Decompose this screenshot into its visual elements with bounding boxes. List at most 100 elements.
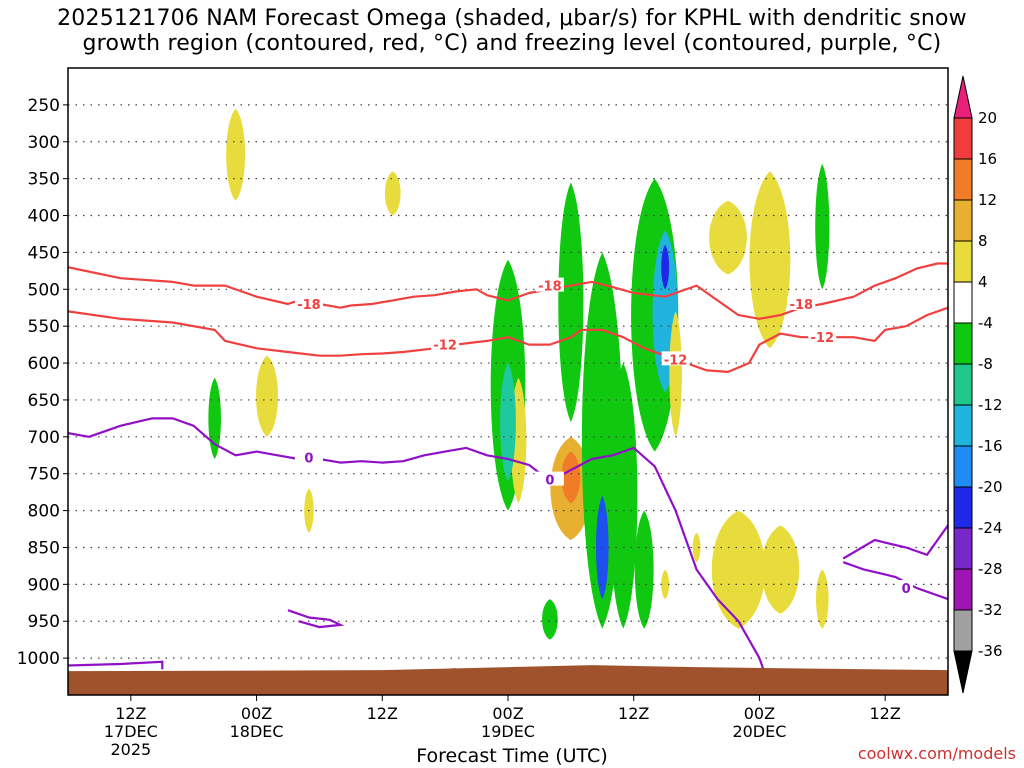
contour-label-0-2: -18: [790, 298, 814, 313]
colorbar-cell-11: [953, 527, 973, 570]
colorbar-label-2: 12: [978, 191, 997, 209]
y-tick-label-900: 900: [28, 575, 60, 595]
colorbar-label-4: 4: [978, 273, 988, 291]
colorbar-cell-7: [953, 363, 973, 406]
colorbar-cell-12: [953, 568, 973, 611]
colorbar-bottom-arrow: [953, 650, 973, 694]
y-tick-label-800: 800: [28, 502, 60, 522]
omega-shade-4: [208, 377, 221, 459]
omega-shade-1: [384, 171, 401, 216]
freezing-level-right-b: [842, 561, 948, 601]
contour-label-2-1: 0: [545, 474, 554, 489]
contour-label-2-0: 0: [304, 451, 313, 466]
pressure-axis: 250 300 350 400 450 500 550 600 650 700 750 800 850 9…: [17, 96, 68, 669]
y-tick-label-550: 550: [28, 317, 60, 337]
x-tick-label-1-1: 18DEC: [230, 722, 284, 741]
omega-colorbar: 20 16 12 8 4 -4 -8 -12 -16 -20 -24 -28 -32 -36: [953, 75, 1003, 694]
colorbar-label-10: -24: [978, 519, 1003, 537]
fz-label-bg: [899, 580, 914, 595]
omega-shade-17: [815, 163, 830, 290]
contour-label-bg-1-1: [661, 351, 690, 366]
omega-shade-21: [542, 599, 558, 640]
contour-label-0-0: -18: [297, 298, 321, 313]
colorbar-label-3: 8: [978, 232, 988, 250]
colorbar-cell-6: [953, 322, 973, 365]
plot-inner: -18 -18 -18 -12 -12 -12 0 0 0: [68, 104, 948, 695]
contour-label-bg-0-0: [294, 296, 323, 311]
omega-core-2: [561, 451, 581, 504]
omega-shade-23: [692, 532, 701, 563]
plot-area: -18 -18 -18 -12 -12 -12 0 0 0: [67, 67, 949, 696]
colorbar-label-12: -32: [978, 601, 1003, 619]
omega-shade-22: [661, 569, 670, 600]
colorbar-label-1: 16: [978, 150, 997, 168]
colorbar-label-8: -16: [978, 437, 1003, 455]
colorbar-cell-4: [953, 240, 973, 283]
colorbar-cell-13: [953, 609, 973, 652]
y-tick-label-700: 700: [28, 428, 60, 448]
x-tick-label-3-0: 00Z: [492, 704, 523, 723]
contour-label-bg-2-0: [294, 449, 323, 464]
omega-shade-19: [761, 525, 800, 614]
colorbar-cell-1: [953, 117, 973, 160]
omega-shade-14: [634, 510, 654, 629]
colorbar-label-6: -8: [978, 355, 993, 373]
omega-core-1: [661, 245, 670, 290]
contour-label-bg-0-2: [787, 296, 816, 311]
contour-label-bg-2-1: [535, 471, 564, 486]
freezing-level-surface-left: [68, 660, 164, 670]
y-tick-label-350: 350: [28, 170, 60, 190]
site-credit: coolwx.com/models: [857, 744, 1016, 763]
colorbar-label-5: -4: [978, 314, 993, 332]
x-tick-label-3-1: 19DEC: [481, 722, 535, 741]
x-tick-label-1-0: 00Z: [241, 704, 272, 723]
contour-label-1-0: -12: [433, 339, 457, 354]
colorbar-cell-9: [953, 445, 973, 488]
x-axis-label: Forecast Time (UTC): [416, 745, 608, 767]
colorbar-cell-8: [953, 404, 973, 447]
colorbar-label-13: -36: [978, 642, 1003, 660]
y-tick-label-650: 650: [28, 391, 60, 411]
y-tick-label-400: 400: [28, 207, 60, 227]
y-tick-label-750: 750: [28, 465, 60, 485]
colorbar-label-7: -12: [978, 396, 1003, 414]
y-tick-label-300: 300: [28, 133, 60, 153]
x-tick-label-0-1: 17DEC: [104, 722, 158, 741]
omega-shade-2: [256, 355, 279, 437]
omega-shade-13: [669, 311, 682, 437]
y-tick-label-950: 950: [28, 612, 60, 632]
colorbar-label-11: -28: [978, 560, 1003, 578]
y-tick-label-1000: 1000: [17, 649, 60, 669]
x-tick-label-0-2: 2025: [110, 740, 151, 759]
y-tick-label-250: 250: [28, 96, 60, 116]
omega-shade-20: [816, 569, 829, 629]
colorbar-top-arrow: [953, 75, 973, 119]
x-tick-label-5-1: 20DEC: [732, 722, 786, 741]
contour-label-bg-1-0: [431, 336, 460, 351]
freezing-level-blip: [287, 609, 345, 629]
terrain-ground: [68, 665, 948, 695]
x-tick-label-2-0: 12Z: [367, 704, 398, 723]
colorbar-cell-3: [953, 199, 973, 242]
fz-label: 0: [902, 582, 911, 597]
y-tick-label-850: 850: [28, 538, 60, 558]
colorbar-cell-5: [953, 281, 973, 324]
y-tick-label-600: 600: [28, 354, 60, 374]
omega-shade-0: [226, 108, 246, 201]
contour-label-1-1: -12: [664, 353, 688, 368]
x-tick-label-6-0: 12Z: [869, 704, 900, 723]
omega-shade-7: [558, 182, 584, 423]
omega-shade-15: [709, 200, 747, 275]
chart-title-line-1: 2025121706 NAM Forecast Omega (shaded, μ…: [57, 6, 967, 31]
omega-shade-18: [711, 510, 766, 629]
omega-core-3: [500, 363, 516, 482]
y-tick-label-450: 450: [28, 243, 60, 263]
contour-label-bg-1-2: [808, 329, 837, 344]
omega-shade-10: [609, 363, 638, 629]
contour-2: [68, 417, 771, 688]
colorbar-label-9: -20: [978, 478, 1003, 496]
omega-shade-16: [749, 171, 791, 349]
freezing-level-right-a: [842, 524, 948, 560]
